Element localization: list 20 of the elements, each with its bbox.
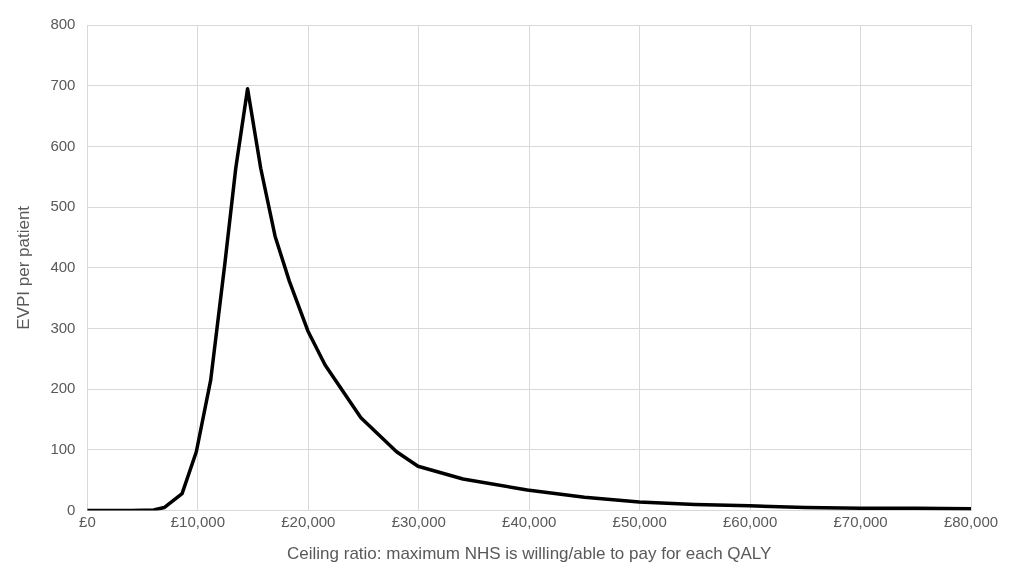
x-tick-label: £80,000 — [943, 512, 999, 530]
y-tick-label: 400 — [50, 257, 76, 275]
y-tick-label: 500 — [50, 197, 76, 215]
x-axis-title: Ceiling ratio: maximum NHS is willing/able to pay for each QALY — [287, 544, 772, 564]
x-tick-label: £50,000 — [612, 512, 667, 530]
x-tick-label: £10,000 — [170, 512, 225, 530]
y-axis-title: EVPI per patient — [13, 205, 33, 330]
y-tick-label: 300 — [50, 318, 76, 336]
y-tick-label: 200 — [50, 379, 76, 397]
x-tick-label: £70,000 — [833, 512, 888, 530]
y-tick-label: 600 — [50, 136, 76, 154]
x-tick-label: £60,000 — [722, 512, 778, 530]
y-tick-label: 800 — [50, 15, 76, 33]
y-tick-label: 700 — [50, 75, 76, 93]
x-tick-label: £30,000 — [391, 512, 446, 530]
y-tick-label: 100 — [50, 440, 76, 458]
x-tick-label: £20,000 — [281, 512, 336, 530]
y-tick-label: 0 — [67, 500, 76, 518]
x-tick-label: £40,000 — [502, 512, 557, 530]
x-tick-label: £0 — [79, 512, 96, 530]
